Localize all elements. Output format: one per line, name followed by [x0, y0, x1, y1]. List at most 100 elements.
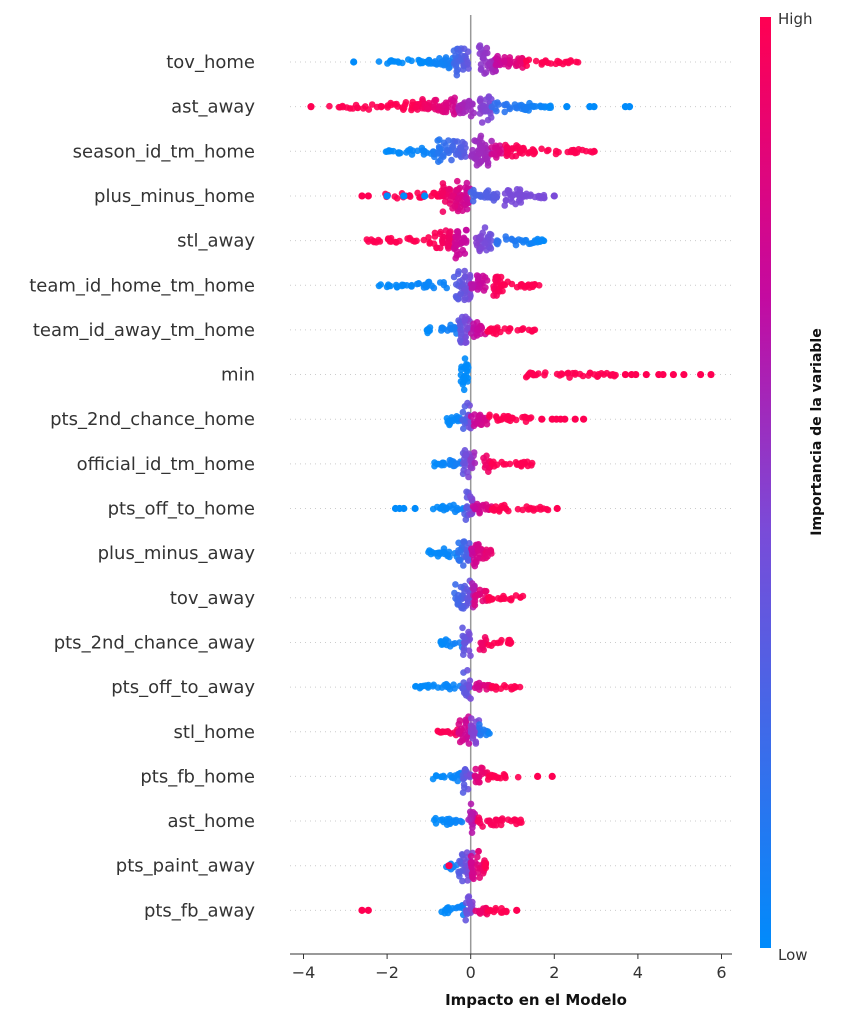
outlier-point [383, 192, 391, 200]
point [482, 69, 490, 76]
point [464, 667, 471, 674]
point [454, 270, 462, 278]
point [466, 540, 473, 547]
point [462, 333, 470, 341]
feature-swarm-season_id_tm_home [382, 132, 598, 169]
point [437, 244, 444, 252]
point [477, 639, 485, 647]
point [460, 647, 468, 654]
outlier-point [697, 370, 705, 379]
point [463, 226, 470, 234]
point [387, 101, 395, 109]
point [579, 146, 586, 154]
point [461, 201, 469, 209]
point [538, 145, 545, 153]
point [478, 764, 485, 772]
point [463, 361, 470, 368]
point [467, 800, 475, 808]
point [414, 189, 421, 197]
point [469, 283, 476, 291]
point [376, 238, 384, 245]
point [455, 105, 463, 113]
point [461, 235, 468, 243]
point [412, 104, 420, 111]
point [476, 110, 484, 117]
feature-label: stl_away [177, 231, 255, 252]
point [481, 239, 488, 247]
point [451, 508, 459, 516]
point [464, 399, 471, 407]
point [476, 509, 483, 517]
point [506, 57, 514, 64]
point [454, 150, 462, 158]
point [523, 57, 530, 65]
point [468, 545, 475, 553]
feature-label: pts_off_to_away [111, 677, 255, 698]
point [553, 370, 561, 378]
point [465, 816, 472, 823]
point [461, 784, 468, 791]
feature-labels: tov_home ast_away season_id_tm_home plus_mi… [29, 52, 255, 921]
point [498, 636, 505, 644]
outlier-point [550, 192, 558, 200]
point [564, 148, 571, 156]
point [439, 459, 446, 467]
point [477, 135, 484, 142]
point [519, 150, 526, 157]
point [466, 630, 473, 638]
feature-swarm-stl_away [363, 224, 548, 262]
point [527, 240, 535, 247]
point [482, 108, 489, 115]
colorbar-low-label: Low [778, 946, 808, 964]
point [469, 146, 476, 154]
point [439, 728, 446, 735]
point [462, 718, 470, 725]
point [461, 294, 469, 302]
point [505, 507, 512, 515]
feature-swarm-pts_fb_home [429, 764, 556, 796]
point [425, 548, 432, 556]
point [476, 150, 484, 157]
outlier-point [364, 906, 372, 914]
point [460, 425, 467, 433]
point [570, 146, 577, 154]
point [476, 874, 484, 881]
point [425, 56, 433, 64]
feature-label: pts_fb_away [144, 900, 255, 921]
point [438, 327, 445, 334]
point [508, 235, 515, 243]
outlier-point [553, 504, 561, 513]
point [470, 729, 478, 737]
point [447, 772, 454, 779]
point [449, 417, 457, 425]
colorbar-title: Importancia de la variable [809, 328, 825, 535]
point [476, 816, 483, 824]
point [478, 119, 486, 126]
outlier-point [642, 370, 650, 379]
outlier-point [350, 58, 358, 66]
point [527, 191, 534, 198]
point [444, 243, 452, 250]
point [467, 652, 474, 659]
outlier-point [364, 192, 372, 200]
point [486, 906, 494, 914]
feature-label: pts_2nd_chance_away [54, 632, 256, 653]
point [435, 158, 442, 165]
point [486, 411, 493, 419]
point [471, 459, 479, 467]
point [462, 916, 470, 924]
outlier-point [513, 906, 521, 914]
point [446, 324, 454, 332]
point [415, 280, 423, 287]
outlier-point [563, 103, 571, 111]
point [388, 57, 395, 64]
point [431, 462, 438, 470]
point [459, 408, 467, 416]
feature-label: season_id_tm_home [73, 141, 255, 162]
point [490, 292, 497, 299]
point [445, 137, 452, 144]
point [456, 321, 464, 329]
point [453, 242, 461, 249]
outlier-point [400, 504, 408, 513]
